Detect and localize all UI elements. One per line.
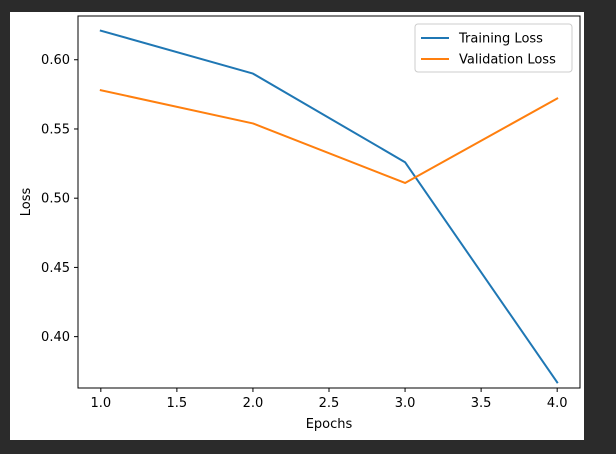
x-tick-label: 1.5 xyxy=(167,396,188,411)
series-line-training-loss xyxy=(99,29,559,384)
legend: Training Loss Validation Loss xyxy=(414,23,573,73)
x-tick-label: 3.5 xyxy=(471,396,492,411)
y-tick-label: 0.40 xyxy=(41,330,70,345)
y-tick-label: 0.50 xyxy=(41,192,70,207)
legend-box xyxy=(414,23,573,73)
x-tick-label: 1.0 xyxy=(90,396,111,411)
legend-label-validation-loss: Validation Loss xyxy=(459,53,556,68)
x-tick-label: 4.0 xyxy=(547,396,568,411)
x-tick-label: 3.0 xyxy=(395,396,416,411)
legend-label-training-loss: Training Loss xyxy=(458,32,543,47)
chart-figure: 1.0 1.5 2.0 2.5 3.0 3.5 4.0 0.40 0.45 0.50 0.55 0.6… xyxy=(10,12,584,440)
x-tick-label: 2.5 xyxy=(319,396,340,411)
series-line-validation-loss xyxy=(99,89,559,184)
ticks-layer: 1.0 1.5 2.0 2.5 3.0 3.5 4.0 0.40 0.45 0.50 0.55 0.6… xyxy=(41,53,567,411)
line-chart: 1.0 1.5 2.0 2.5 3.0 3.5 4.0 0.40 0.45 0.50 0.55 0.6… xyxy=(19,15,581,432)
lines-layer xyxy=(99,29,559,384)
plot-frame xyxy=(77,15,581,389)
x-tick-label: 2.0 xyxy=(243,396,264,411)
y-tick-label: 0.45 xyxy=(41,261,70,276)
x-axis-label: Epochs xyxy=(306,417,353,432)
y-tick-label: 0.60 xyxy=(41,53,70,68)
y-axis-label: Loss xyxy=(19,188,34,217)
y-tick-label: 0.55 xyxy=(41,122,70,137)
